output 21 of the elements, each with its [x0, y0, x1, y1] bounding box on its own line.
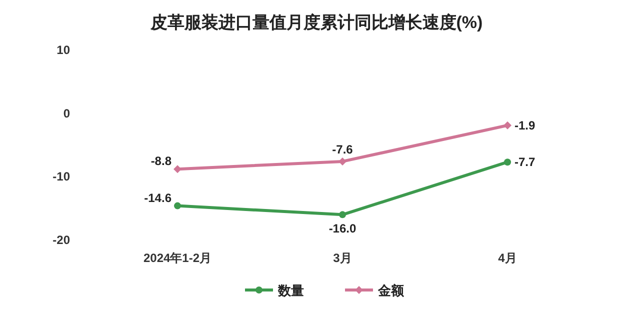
data-label: -8.8	[150, 154, 172, 168]
data-label: -14.6	[144, 190, 172, 205]
x-tick-label: 4月	[498, 251, 517, 265]
point	[339, 211, 346, 218]
data-label: -7.7	[514, 155, 536, 170]
legend-label: 数量	[277, 283, 304, 298]
point	[174, 202, 181, 210]
y-tick-label: -10	[52, 170, 70, 184]
data-label: -16.0	[328, 222, 356, 236]
point	[504, 121, 512, 130]
point	[504, 158, 511, 166]
y-tick-label: 0	[63, 106, 70, 120]
legend-label: 金额	[377, 283, 405, 298]
x-tick-label: 3月	[333, 251, 352, 265]
point	[338, 157, 346, 166]
data-label: -1.9	[514, 118, 536, 132]
y-tick-label: 10	[56, 43, 70, 57]
data-label: -7.6	[332, 142, 354, 156]
y-tick-label: -20	[52, 233, 70, 247]
chart-title: 皮革服装进口量值月度累计同比增长速度(%)	[149, 13, 483, 32]
x-tick-label: 2024年1-2月	[143, 251, 212, 265]
